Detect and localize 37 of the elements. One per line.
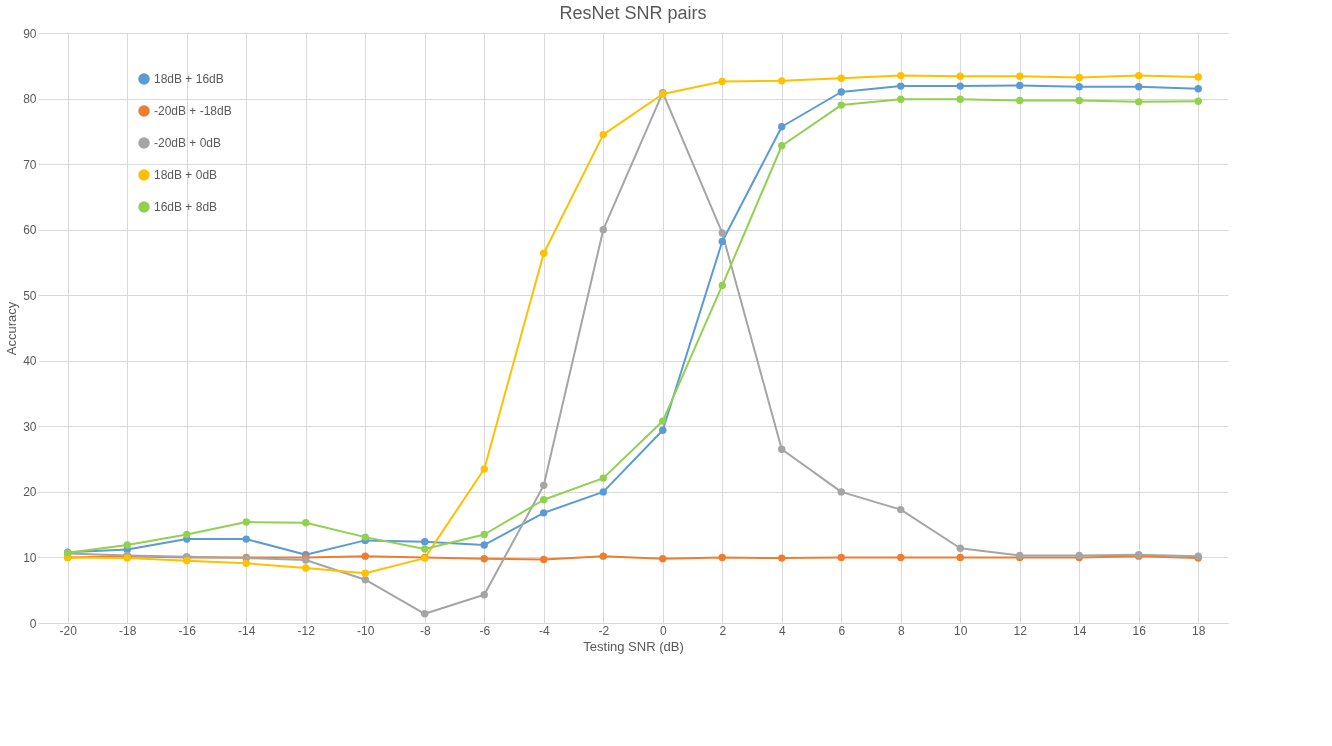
x-tick-label: 14: [1073, 623, 1087, 638]
x-tick-label: 4: [778, 623, 786, 638]
x-tick-label: 18: [1192, 623, 1206, 638]
x-tick-label: -8: [419, 623, 431, 638]
x-tick-label: 8: [897, 623, 905, 638]
y-tick-label: 20: [23, 485, 37, 500]
x-tick-label: -10: [357, 623, 375, 638]
y-axis-title: Accuracy: [4, 301, 20, 356]
legend-label: 18dB + 0dB: [154, 168, 218, 182]
y-tick-label: 30: [23, 419, 37, 434]
y-tick-label: 50: [23, 288, 37, 303]
x-tick-label: -2: [598, 623, 610, 638]
x-tick-label: 16: [1132, 623, 1147, 638]
x-tick-label: 6: [838, 623, 846, 638]
x-tick-label: -20: [59, 623, 78, 638]
y-tick-label: 80: [23, 92, 37, 107]
x-tick-label: 12: [1013, 623, 1028, 638]
x-tick-label: -4: [538, 623, 550, 638]
y-tick-label: 90: [23, 26, 37, 41]
x-tick-label: -12: [297, 623, 316, 638]
chart-title: ResNet SNR pairs: [559, 3, 707, 23]
legend-label: 18dB + 16dB: [154, 72, 224, 86]
x-tick-label: 10: [954, 623, 968, 638]
x-tick-label: 2: [719, 623, 727, 638]
x-tick-label: -16: [178, 623, 197, 638]
legend-label: -20dB + -18dB: [154, 104, 232, 118]
x-tick-label: -6: [479, 623, 491, 638]
y-tick-label: 40: [23, 354, 37, 369]
y-tick-label: 60: [23, 223, 37, 238]
legend-label: -20dB + 0dB: [154, 136, 222, 150]
y-tick-label: 70: [23, 157, 37, 172]
y-tick-label: 10: [23, 550, 37, 565]
x-tick-label: -18: [119, 623, 137, 638]
x-tick-label: -14: [238, 623, 256, 638]
x-tick-label: 0: [659, 623, 667, 638]
legend-label: 16dB + 8dB: [154, 200, 218, 214]
x-axis-title: Testing SNR (dB): [583, 638, 684, 654]
